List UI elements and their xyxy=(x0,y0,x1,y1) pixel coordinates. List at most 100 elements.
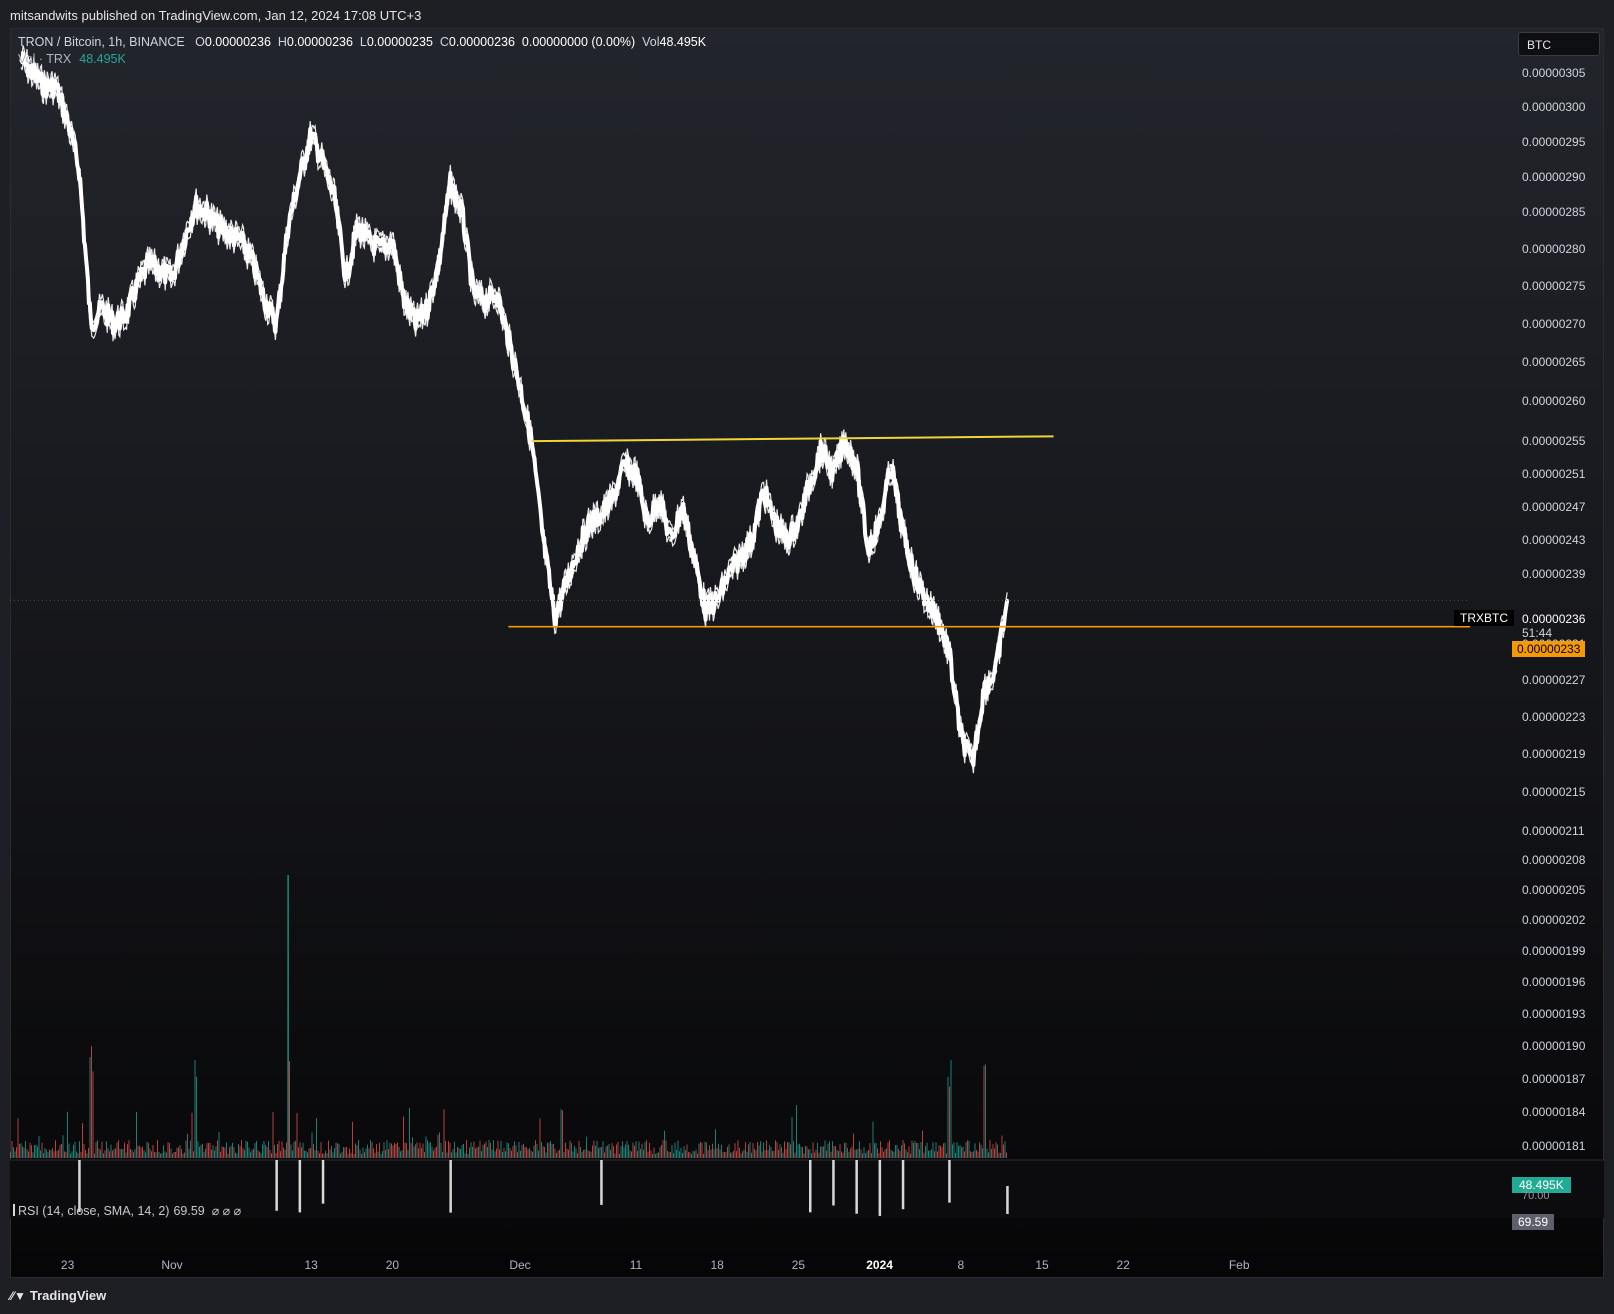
volume-bar xyxy=(994,1148,995,1158)
volume-bar xyxy=(650,1150,652,1158)
volume-bar xyxy=(934,1151,935,1158)
rsi-bar xyxy=(449,1160,452,1213)
volume-bar xyxy=(421,1147,422,1158)
volume-bar xyxy=(347,1153,349,1158)
volume-bar xyxy=(428,1142,430,1158)
volume-bar xyxy=(322,1153,323,1158)
volume-bar xyxy=(65,1151,67,1158)
price-axis-label: 0.00000211 xyxy=(1522,823,1585,838)
price-axis-label: 0.00000305 xyxy=(1522,66,1586,80)
price-point xyxy=(112,322,116,326)
volume-bar xyxy=(790,1144,791,1158)
volume-bar xyxy=(509,1148,511,1158)
volume-bar xyxy=(910,1153,911,1158)
volume-bar xyxy=(874,1143,875,1158)
volume-bar xyxy=(488,1140,490,1158)
volume-bar xyxy=(685,1150,686,1158)
rsi-bar xyxy=(298,1160,302,1213)
volume-bar xyxy=(845,1142,847,1158)
volume-bar xyxy=(929,1150,931,1158)
volume-bar xyxy=(293,1141,295,1158)
chart-frame[interactable] xyxy=(10,28,1604,1278)
volume-bar xyxy=(925,1146,926,1158)
volume-bar xyxy=(394,1143,395,1158)
volume-bar xyxy=(212,1145,214,1158)
volume-bar xyxy=(953,1142,955,1158)
volume-bar xyxy=(514,1141,515,1158)
volume-bar xyxy=(926,1142,928,1158)
volume-bar xyxy=(533,1145,535,1158)
volume-bar xyxy=(338,1144,340,1158)
volume-bar xyxy=(115,1148,116,1158)
volume-bar xyxy=(854,1149,856,1158)
currency-button[interactable]: BTC xyxy=(1518,32,1600,56)
volume-bar xyxy=(694,1151,695,1158)
volume-bar xyxy=(955,1153,956,1158)
volume-bar xyxy=(772,1151,773,1158)
rsi-legend[interactable]: RSI (14, close, SMA, 14, 2) 69.59 ⌀ ⌀ ⌀ xyxy=(18,1203,241,1218)
volume-bar xyxy=(526,1147,527,1158)
volume-bar xyxy=(185,1140,187,1158)
volume-bar xyxy=(343,1147,344,1158)
volume-bar xyxy=(203,1151,205,1158)
volume-bar xyxy=(859,1141,860,1158)
tradingview-brand[interactable]: ⁄⁄▼ TradingView xyxy=(10,1288,106,1303)
price-point xyxy=(19,57,23,62)
volume-bar xyxy=(907,1152,908,1158)
time-axis-label: Feb xyxy=(1228,1258,1250,1272)
price-point xyxy=(622,463,627,468)
volume-bar xyxy=(22,1146,23,1158)
volume-bar xyxy=(566,1148,568,1158)
volume-bar xyxy=(164,1151,166,1158)
volume-bar xyxy=(161,1153,163,1158)
price-axis-label: 0.00000227 xyxy=(1522,673,1586,688)
volume-bar xyxy=(71,1151,73,1158)
high-key: H xyxy=(277,35,287,49)
price-axis-label: 0.00000260 xyxy=(1522,394,1586,409)
volume-bar xyxy=(788,1142,790,1158)
price-series-wicks-lower xyxy=(20,61,1008,774)
price-point xyxy=(66,119,70,123)
volume-bar xyxy=(941,1147,943,1158)
volume-bar xyxy=(860,1149,862,1158)
volume-bar xyxy=(583,1150,584,1158)
volume-bar xyxy=(626,1141,628,1158)
volume-bar xyxy=(173,1152,175,1158)
price-point xyxy=(170,276,174,281)
volume-bar xyxy=(707,1150,709,1158)
volume-bar xyxy=(100,1149,101,1158)
rsi-bar xyxy=(878,1160,882,1216)
volume-bar xyxy=(337,1143,338,1158)
volume-bar xyxy=(17,1118,19,1158)
volume-bar xyxy=(445,1140,446,1158)
volume-bar xyxy=(499,1149,500,1158)
symbol-name[interactable]: TRON / Bitcoin, 1h, BINANCE xyxy=(18,35,185,49)
price-point xyxy=(309,132,313,137)
price-axis-label: 0.00000300 xyxy=(1522,100,1586,114)
volume-bar xyxy=(629,1150,631,1158)
volume-bar xyxy=(268,1141,269,1158)
volume-bar xyxy=(736,1151,737,1158)
volume-bar xyxy=(451,1152,452,1158)
volume-bar xyxy=(899,1151,901,1158)
volume-bar xyxy=(815,1149,817,1158)
volume-bar xyxy=(814,1152,815,1158)
chart-canvas[interactable] xyxy=(10,28,1604,1278)
volume-bar xyxy=(281,1141,283,1158)
price-point xyxy=(483,299,487,303)
volume-bar xyxy=(691,1153,692,1158)
price-series-wicks-upper xyxy=(20,45,1008,758)
price-point xyxy=(89,322,93,326)
open-key: O xyxy=(195,35,205,49)
volume-bar xyxy=(503,1148,505,1158)
price-point xyxy=(634,472,638,476)
price-point xyxy=(762,488,766,492)
volume-bar xyxy=(424,1152,425,1158)
volume-bar xyxy=(191,1112,193,1158)
price-point xyxy=(216,225,220,229)
volume-bar xyxy=(266,1146,268,1158)
volume-bar xyxy=(440,1142,442,1158)
symbol-legend[interactable]: TRON / Bitcoin, 1h, BINANCE O0.00000236 … xyxy=(18,35,706,49)
volume-legend[interactable]: Vol · TRX 48.495K xyxy=(18,52,126,66)
volume-bar xyxy=(878,1152,880,1158)
